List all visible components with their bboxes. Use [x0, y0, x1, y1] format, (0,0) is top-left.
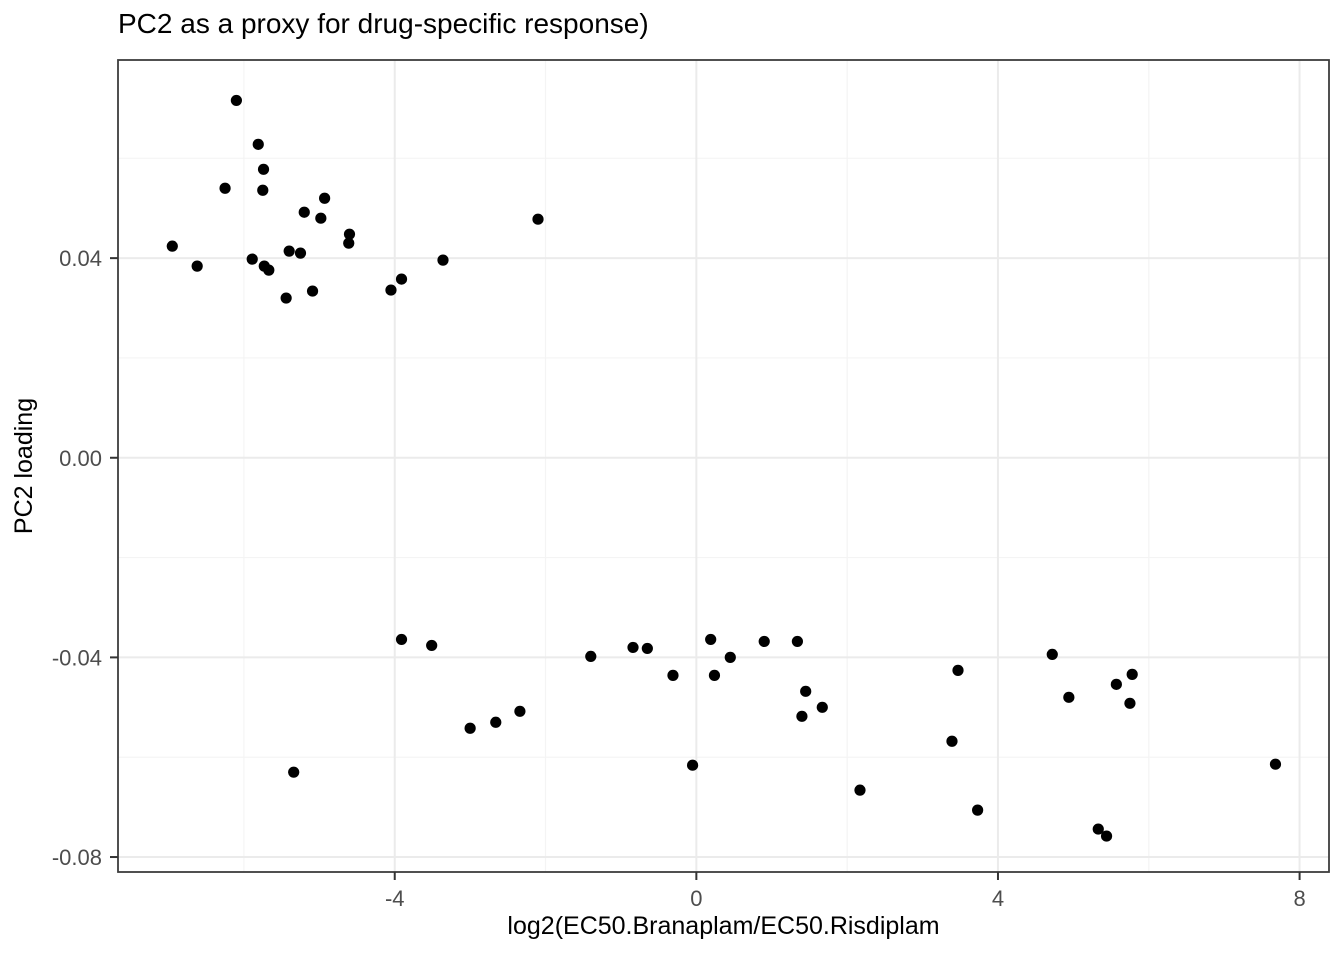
data-point [686, 759, 699, 771]
data-point [816, 701, 828, 713]
data-point [1092, 823, 1104, 835]
y-tick-label: 0.00 [59, 446, 102, 471]
x-tick-label: -4 [385, 886, 405, 911]
data-point [385, 284, 397, 296]
data-point [972, 804, 984, 816]
data-point [426, 639, 438, 652]
data-point [585, 650, 597, 662]
data-point [437, 254, 449, 266]
data-point [395, 633, 408, 646]
data-point [263, 264, 275, 276]
data-point [946, 735, 958, 747]
data-point [166, 240, 178, 252]
data-point [800, 685, 812, 697]
data-point [1046, 648, 1058, 661]
data-point [758, 635, 770, 648]
data-point [796, 710, 808, 722]
data-point [1124, 697, 1136, 709]
data-point [252, 138, 264, 150]
y-tick-label: 0.04 [59, 246, 102, 271]
data-point [288, 766, 300, 778]
x-axis-label: log2(EC50.Branaplam/EC50.Risdiplam [507, 912, 940, 940]
data-point [641, 642, 653, 655]
data-point [705, 633, 717, 646]
data-point [1269, 758, 1282, 770]
y-tick-label: -0.04 [52, 645, 102, 670]
y-axis-label: PC2 loading [10, 397, 38, 535]
plot-title: PC2 as a proxy for drug-specific respons… [118, 8, 649, 39]
data-point [298, 206, 310, 218]
panel-background [118, 60, 1329, 872]
data-point [952, 664, 964, 676]
data-point [514, 705, 526, 717]
y-tick-label: -0.08 [52, 845, 102, 870]
x-tick-label: 8 [1293, 886, 1305, 911]
data-point [306, 285, 319, 297]
data-point [532, 213, 544, 225]
data-point [230, 94, 242, 107]
data-point [315, 212, 327, 224]
data-point [257, 184, 269, 196]
data-point [724, 651, 736, 663]
data-point [667, 669, 679, 681]
data-point [708, 669, 721, 681]
data-point [246, 253, 258, 265]
data-point [343, 237, 355, 249]
data-point [1100, 830, 1113, 842]
data-point [319, 192, 331, 204]
data-point [791, 635, 803, 648]
data-point [1126, 668, 1138, 680]
data-point [490, 716, 502, 728]
data-point [627, 641, 639, 654]
data-point [1110, 678, 1122, 690]
data-point [464, 722, 476, 734]
x-tick-label: 0 [690, 886, 702, 911]
data-point [294, 247, 307, 259]
data-point [343, 228, 356, 240]
data-point [257, 163, 270, 175]
data-point [395, 273, 408, 285]
data-point [219, 182, 231, 194]
x-tick-label: 4 [992, 886, 1004, 911]
data-point [854, 784, 866, 796]
data-point [1063, 691, 1075, 703]
data-point [191, 260, 203, 272]
data-point [280, 292, 292, 304]
data-point [283, 245, 295, 257]
panel-border [117, 59, 1330, 873]
